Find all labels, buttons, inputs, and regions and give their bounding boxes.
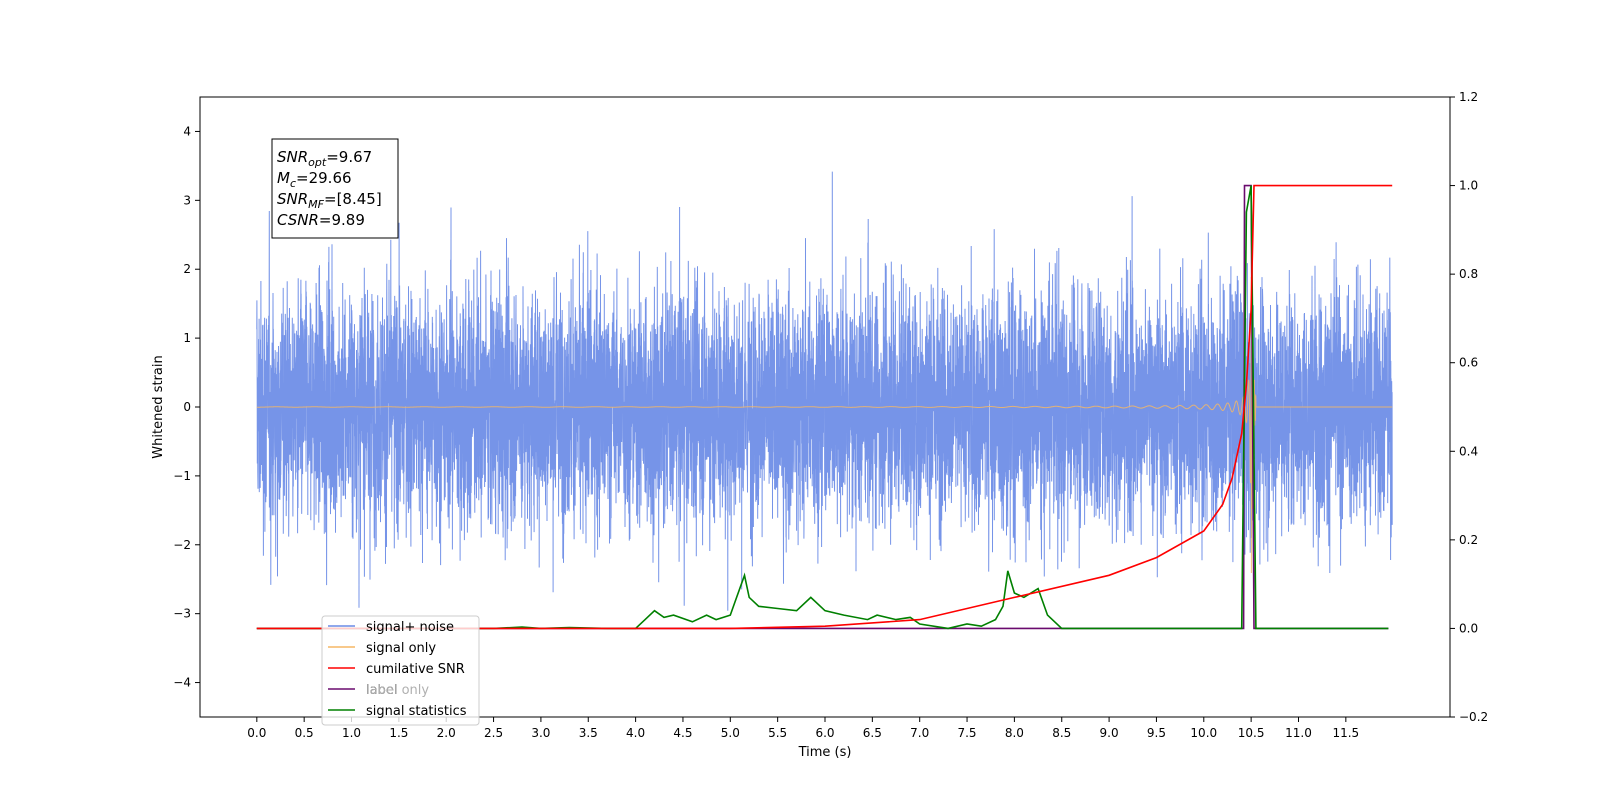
y-tick-label-right: 0.8	[1459, 267, 1478, 281]
annotation-line: Mc=29.66	[277, 169, 352, 190]
x-tick-label: 3.5	[579, 726, 598, 740]
x-tick-label: 11.5	[1332, 726, 1359, 740]
y-tick-label-right: 0.4	[1459, 444, 1478, 458]
annotation-subscript: opt	[308, 156, 327, 169]
annotation-value: =9.89	[319, 211, 365, 229]
y-axis-left: 4 3 2 1 0 −1 −2 −3 −4	[173, 124, 200, 690]
legend-entry: signal+ noise	[366, 620, 454, 635]
x-tick-label: 0.0	[247, 726, 266, 740]
y-tick-label-left: −1	[173, 469, 191, 483]
y-tick-label-left: 3	[183, 193, 191, 207]
legend-frame	[321, 615, 480, 726]
y-tick-label-left: 1	[183, 331, 191, 345]
x-tick-label: 4.0	[626, 726, 645, 740]
annotation-symbol: SNR	[277, 190, 308, 208]
x-tick-label: 2.5	[484, 726, 503, 740]
series-layer	[256, 171, 1393, 630]
annotation-symbol: SNR	[277, 148, 308, 166]
annotation-value: =29.66	[296, 169, 352, 187]
x-tick-label: 0.5	[295, 726, 314, 740]
annotation-subscript: MF	[308, 198, 324, 211]
y-axis-right: 1.2 1.0 0.8 0.6 0.4 0.2 0.0 −0.2	[1450, 90, 1488, 724]
x-tick-label: 5.5	[768, 726, 787, 740]
x-tick-label: 6.0	[815, 726, 834, 740]
legend-entry: signal statistics	[366, 704, 467, 719]
x-tick-label: 10.5	[1238, 726, 1265, 740]
x-tick-label: 3.0	[531, 726, 550, 740]
y-tick-label-left: 0	[183, 400, 191, 414]
y-tick-label-right: 0.6	[1459, 356, 1478, 370]
x-tick-label: 2.0	[437, 726, 456, 740]
y-axis-label: Whitened strain	[151, 355, 166, 458]
x-tick-label: 9.0	[1100, 726, 1119, 740]
x-axis: 0.0 0.5 1.0 1.5 2.0 2.5 3.0 3.5 4.0 4.5 5.0 5.5 6.0 6…	[247, 717, 1359, 740]
y-tick-label-right: −0.2	[1459, 710, 1488, 724]
annotation-value: =9.67	[326, 148, 372, 166]
x-tick-label: 11.0	[1285, 726, 1312, 740]
legend: signal+ noise signal only cumilative SNR la…	[321, 615, 480, 726]
series-cumulative-snr-line	[256, 184, 1393, 630]
y-tick-label-left: −4	[173, 676, 191, 690]
annotation-symbol: M	[277, 169, 290, 187]
y-tick-label-left: −2	[173, 538, 191, 552]
y-tick-label-right: 1.0	[1459, 179, 1478, 193]
annotation-line: SNRopt=9.67	[277, 148, 372, 169]
x-tick-label: 10.0	[1190, 726, 1217, 740]
series-signal-noise-line	[256, 171, 1393, 611]
series-signal-only-line	[256, 262, 1393, 574]
legend-entry: label only	[366, 683, 429, 698]
y-tick-label-right: 1.2	[1459, 90, 1478, 104]
y-tick-label-right: 0.2	[1459, 533, 1478, 547]
annotation-symbol: CSNR	[277, 211, 319, 229]
annotation-line: CSNR=9.89	[277, 211, 365, 229]
x-axis-label: Time (s)	[798, 745, 852, 760]
x-tick-label: 7.0	[910, 726, 929, 740]
x-tick-label: 1.0	[342, 726, 361, 740]
x-tick-label: 4.5	[673, 726, 692, 740]
x-tick-label: 1.5	[389, 726, 408, 740]
x-tick-label: 8.5	[1052, 726, 1071, 740]
x-tick-label: 5.0	[721, 726, 740, 740]
y-tick-label-left: 4	[183, 124, 191, 138]
series-signal-statistics-line	[256, 185, 1389, 630]
y-tick-label-right: 0.0	[1459, 621, 1478, 635]
x-tick-label: 6.5	[863, 726, 882, 740]
legend-entry: signal only	[366, 641, 436, 656]
annotation-line: SNRMF=[8.45]	[277, 190, 382, 211]
y-tick-label-left: −3	[173, 607, 191, 621]
legend-entry: cumilative SNR	[366, 662, 465, 677]
x-tick-label: 8.0	[1005, 726, 1024, 740]
x-tick-label: 7.5	[957, 726, 976, 740]
annotation-value: =[8.45]	[324, 190, 382, 208]
legend-entry: label	[366, 683, 397, 698]
y-tick-label-left: 2	[183, 262, 191, 276]
x-tick-label: 9.5	[1147, 726, 1166, 740]
annotation-subscript: c	[290, 177, 296, 190]
annotation-frame	[271, 138, 399, 239]
